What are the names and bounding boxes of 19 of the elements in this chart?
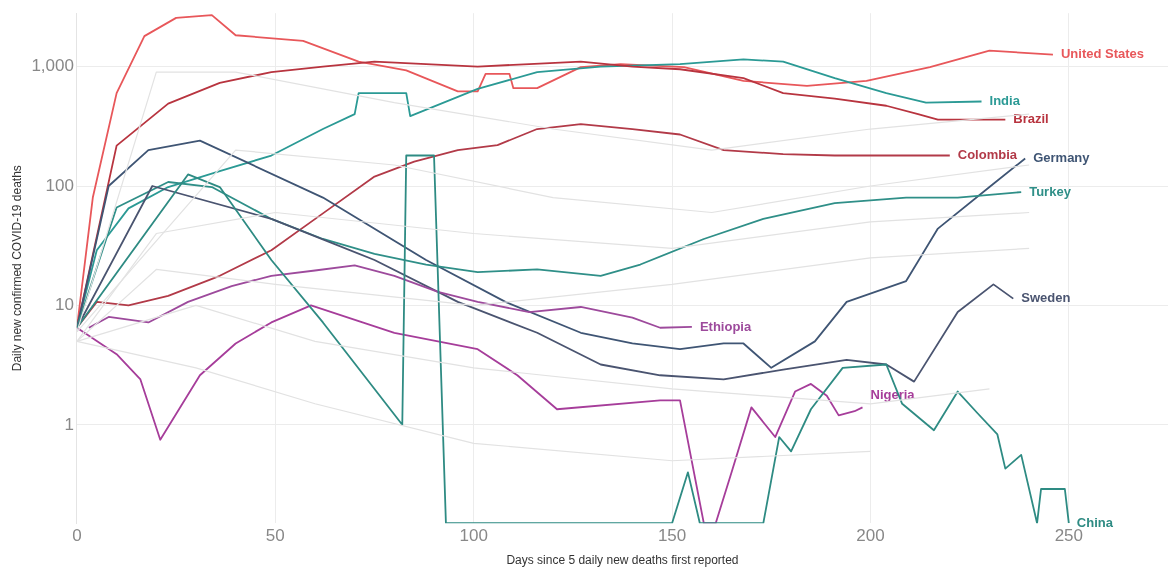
y-tick-label: 10 xyxy=(55,295,74,315)
x-tick-label: 50 xyxy=(265,526,285,546)
series-label: Germany xyxy=(1033,150,1091,166)
series-label: Brazil xyxy=(1013,111,1049,127)
y-tick-label: 100 xyxy=(45,175,74,195)
x-tick-label: 200 xyxy=(856,526,885,546)
y-tick-label: 1,000 xyxy=(31,56,74,76)
series-label: Turkey xyxy=(1029,183,1072,199)
y-axis-title: Daily new confirmed COVID-19 deaths xyxy=(9,165,24,372)
series-label: Sweden xyxy=(1021,290,1071,306)
series-label: India xyxy=(989,93,1021,109)
x-tick-label: 150 xyxy=(657,526,687,546)
series-label: Colombia xyxy=(957,147,1018,163)
y-tick-label: 1 xyxy=(64,414,74,434)
series-label: United States xyxy=(1060,46,1145,62)
x-tick-label: 100 xyxy=(459,526,488,546)
x-tick-label: 0 xyxy=(72,526,82,546)
series-label: Ethiopia xyxy=(699,318,752,334)
x-axis-title: Days since 5 daily new deaths first reported xyxy=(506,553,739,568)
